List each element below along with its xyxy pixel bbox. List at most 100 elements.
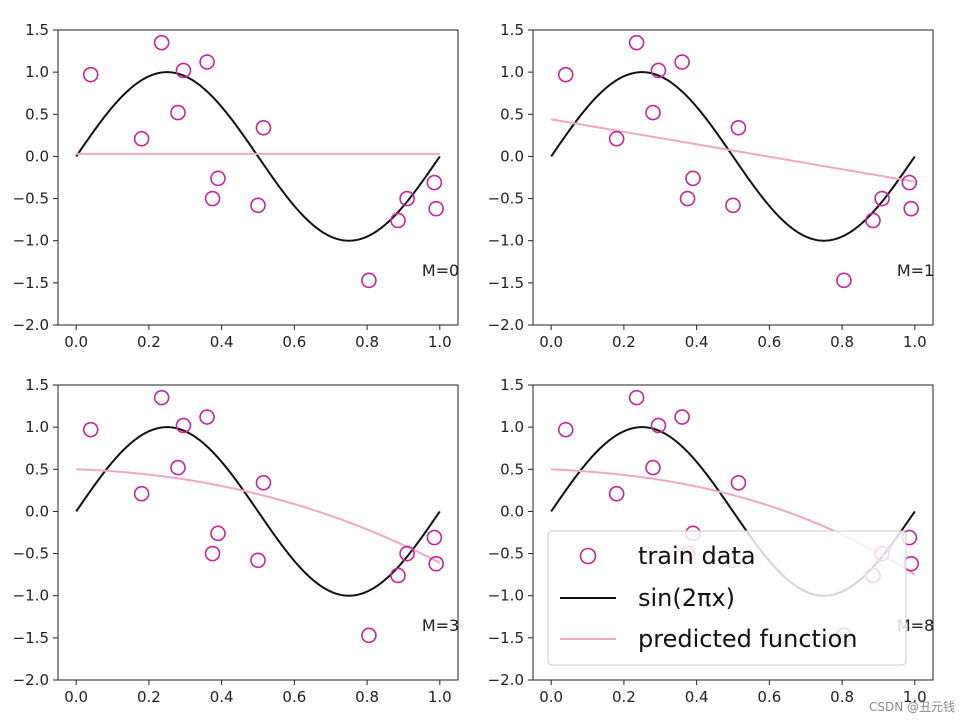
- train-data-point: [210, 525, 226, 542]
- legend-predicted-label: predicted function: [638, 625, 858, 653]
- train-data-point: [901, 174, 918, 191]
- x-tick-label: 0.2: [612, 333, 636, 351]
- train-data-point: [874, 190, 890, 207]
- train-data-point: [608, 485, 625, 502]
- sin-curve-line: [75, 71, 441, 242]
- y-tick-label: 1.5: [500, 21, 524, 39]
- y-tick-label: −2.0: [13, 316, 49, 334]
- subplot-m-8: 0.0 0.2 0.4 0.6 0.8 1.0 −2.0 −1.5 −1.0 −0.5 0.0 0.5…: [488, 376, 935, 706]
- legend-train-data-label: train data: [638, 542, 756, 570]
- train-data-point: [865, 212, 881, 229]
- y-tick-label: 0.0: [500, 502, 524, 520]
- train-data-point: [361, 272, 377, 289]
- train-data-point: [82, 66, 99, 83]
- train-data-point: [199, 409, 215, 425]
- y-tick-label: 1.5: [25, 376, 49, 394]
- y-tick-label: −0.5: [13, 190, 49, 208]
- x-tick-label: 0.8: [355, 688, 379, 706]
- train-data-point: [730, 119, 747, 136]
- y-tick-label: 1.5: [500, 376, 524, 394]
- train-data-point: [903, 200, 919, 217]
- degree-annotation: M=1: [897, 261, 934, 280]
- subplot-m-0: 0.0 0.2 0.4 0.6 0.8 1.0 −2.0 −1.5 −1.0 −0.5 0.0 0.5…: [13, 21, 460, 351]
- x-tick-label: 0.6: [757, 688, 781, 706]
- train-data-point: [608, 130, 625, 147]
- train-data-point: [153, 389, 170, 406]
- train-data-point: [557, 66, 574, 83]
- train-data-point: [645, 104, 661, 121]
- train-data-point: [153, 34, 170, 51]
- subplots: 0.0 0.2 0.4 0.6 0.8 1.0 −2.0 −1.5 −1.0 −0.5 0.0 0.5…: [13, 21, 935, 706]
- x-tick-label: 0.6: [282, 688, 306, 706]
- train-data-point: [390, 212, 406, 229]
- y-tick-label: −0.5: [488, 545, 524, 563]
- watermark: CSDN @丑元钱: [869, 699, 955, 714]
- y-tick-label: −1.5: [13, 274, 49, 292]
- train-data-point: [399, 545, 415, 562]
- y-tick-label: 0.0: [500, 147, 524, 165]
- y-tick-label: 0.5: [25, 105, 49, 123]
- subplot-m-3: 0.0 0.2 0.4 0.6 0.8 1.0 −2.0 −1.5 −1.0 −0.5 0.0 0.5…: [13, 376, 460, 706]
- train-data-point: [628, 34, 645, 51]
- sin-curve-line: [75, 426, 441, 597]
- x-tick-label: 1.0: [903, 688, 927, 706]
- train-data-point: [175, 417, 192, 434]
- y-tick-label: −2.0: [13, 671, 49, 689]
- train-data-point: [628, 389, 645, 406]
- y-tick-label: −1.5: [488, 629, 524, 647]
- x-tick-label: 0.8: [355, 333, 379, 351]
- y-tick-label: 1.5: [25, 21, 49, 39]
- train-data-point: [645, 459, 661, 476]
- plot-area: [550, 34, 919, 289]
- predicted-function-line: [76, 468, 441, 564]
- x-tick-label: 1.0: [428, 333, 452, 351]
- degree-annotation: M=3: [422, 616, 459, 635]
- axes-frame: [57, 384, 459, 681]
- y-tick-label: −1.0: [13, 587, 49, 605]
- plot-area: [75, 389, 444, 644]
- x-tick-label: 0.8: [830, 333, 854, 351]
- x-tick-label: 0.0: [539, 333, 563, 351]
- axes-frame: [532, 384, 934, 681]
- plot-area: [75, 34, 444, 289]
- axes-frame: [57, 29, 459, 326]
- train-data-point: [250, 552, 266, 569]
- train-data-point: [210, 170, 226, 187]
- y-tick-label: −1.0: [488, 587, 524, 605]
- y-tick-label: 0.5: [25, 460, 49, 478]
- sin-curve-line: [550, 71, 916, 242]
- train-data-point: [426, 529, 443, 546]
- train-data-point: [428, 200, 444, 217]
- x-tick-label: 0.2: [612, 688, 636, 706]
- legend-box: [547, 530, 907, 666]
- x-tick-label: 1.0: [903, 333, 927, 351]
- train-data-point: [82, 421, 99, 438]
- y-tick-label: 1.0: [25, 418, 49, 436]
- train-data-point: [133, 130, 150, 147]
- train-data-point: [175, 62, 192, 79]
- y-tick-label: −0.5: [13, 545, 49, 563]
- train-data-point: [361, 627, 377, 644]
- train-data-point: [204, 545, 221, 562]
- x-tick-label: 1.0: [428, 688, 452, 706]
- y-tick-label: 1.0: [500, 418, 524, 436]
- y-tick-label: −0.5: [488, 190, 524, 208]
- train-data-point: [650, 417, 667, 434]
- x-tick-label: 0.4: [210, 333, 234, 351]
- predicted-function-line: [551, 118, 915, 183]
- train-data-point: [685, 170, 701, 187]
- y-tick-label: 0.5: [500, 105, 524, 123]
- y-tick-label: −2.0: [488, 316, 524, 334]
- y-tick-label: −2.0: [488, 671, 524, 689]
- y-tick-label: 1.0: [500, 63, 524, 81]
- subplot-m-1: 0.0 0.2 0.4 0.6 0.8 1.0 −2.0 −1.5 −1.0 −0.5 0.0 0.5…: [488, 21, 935, 351]
- x-tick-label: 0.6: [757, 333, 781, 351]
- legend-train-data-marker: [579, 547, 597, 565]
- x-tick-label: 0.4: [685, 688, 709, 706]
- y-tick-label: 0.0: [25, 502, 49, 520]
- axes-frame: [532, 29, 934, 326]
- y-tick-label: −1.5: [488, 274, 524, 292]
- degree-annotation: M=0: [422, 261, 459, 280]
- train-data-point: [399, 190, 415, 207]
